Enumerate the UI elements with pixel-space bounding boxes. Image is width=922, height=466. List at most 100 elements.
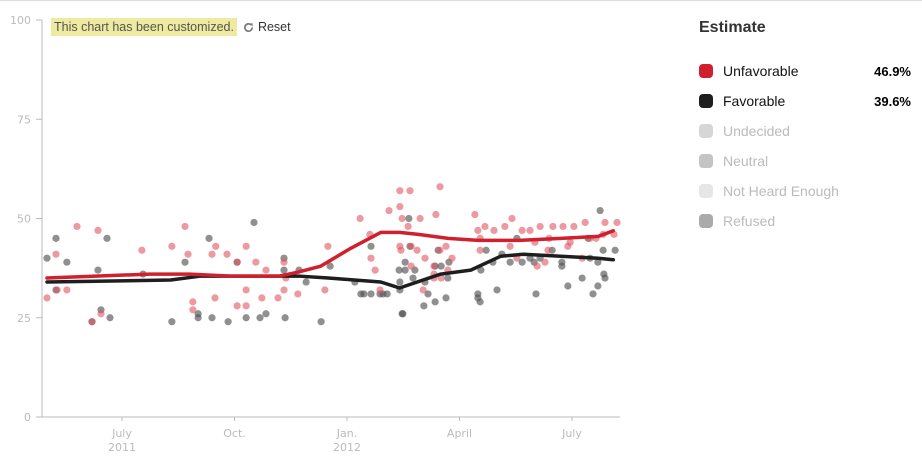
unfavorable-poll-point[interactable] [211, 294, 219, 302]
favorable-poll-point[interactable] [558, 258, 566, 266]
unfavorable-poll-point[interactable] [63, 286, 71, 294]
unfavorable-poll-point[interactable] [432, 210, 440, 219]
unfavorable-poll-point[interactable] [570, 222, 578, 231]
favorable-poll-point[interactable] [437, 262, 445, 270]
favorable-poll-point[interactable] [205, 234, 213, 242]
unfavorable-poll-point[interactable] [97, 310, 105, 318]
favorable-poll-point[interactable] [442, 294, 450, 302]
unfavorable-poll-point[interactable] [262, 266, 270, 274]
favorable-poll-point[interactable] [262, 310, 270, 318]
unfavorable-poll-point[interactable] [430, 262, 438, 270]
unfavorable-poll-point[interactable] [189, 306, 197, 314]
favorable-poll-point[interactable] [250, 218, 258, 227]
unfavorable-poll-point[interactable] [436, 183, 444, 191]
unfavorable-poll-point[interactable] [407, 242, 415, 250]
unfavorable-poll-point[interactable] [274, 294, 282, 302]
unfavorable-poll-point[interactable] [52, 250, 60, 258]
favorable-poll-point[interactable] [94, 266, 102, 274]
favorable-poll-point[interactable] [431, 298, 439, 306]
favorable-poll-point[interactable] [194, 310, 202, 318]
unfavorable-poll-point[interactable] [43, 294, 51, 302]
unfavorable-poll-point[interactable] [398, 214, 406, 223]
unfavorable-poll-point[interactable] [396, 202, 404, 211]
favorable-poll-point[interactable] [103, 234, 111, 242]
unfavorable-poll-point[interactable] [536, 222, 544, 231]
favorable-poll-point[interactable] [594, 258, 602, 266]
favorable-poll-point[interactable] [224, 318, 232, 326]
unfavorable-poll-point[interactable] [138, 246, 146, 254]
favorable-poll-point[interactable] [477, 266, 485, 274]
unfavorable-poll-point[interactable] [416, 214, 424, 223]
favorable-poll-point[interactable] [401, 258, 409, 266]
favorable-poll-point[interactable] [532, 290, 540, 298]
favorable-poll-point[interactable] [181, 258, 189, 266]
legend-item-undecided[interactable]: Undecided [699, 116, 911, 146]
unfavorable-poll-point[interactable] [242, 242, 250, 250]
unfavorable-poll-point[interactable] [294, 290, 302, 298]
favorable-poll-point[interactable] [599, 246, 607, 254]
favorable-poll-point[interactable] [444, 274, 452, 282]
unfavorable-poll-point[interactable] [508, 214, 516, 223]
favorable-poll-point[interactable] [396, 278, 404, 286]
unfavorable-poll-point[interactable] [566, 238, 574, 246]
unfavorable-poll-point[interactable] [242, 302, 250, 310]
favorable-poll-point[interactable] [395, 266, 403, 274]
favorable-poll-point[interactable] [256, 314, 264, 322]
favorable-poll-point[interactable] [506, 258, 514, 266]
unfavorable-poll-point[interactable] [533, 262, 541, 270]
favorable-poll-point[interactable] [420, 302, 428, 310]
unfavorable-poll-point[interactable] [385, 206, 393, 215]
unfavorable-poll-point[interactable] [53, 286, 61, 294]
favorable-poll-point[interactable] [281, 314, 289, 322]
favorable-poll-point[interactable] [409, 274, 417, 282]
unfavorable-poll-point[interactable] [321, 286, 329, 294]
unfavorable-poll-point[interactable] [168, 242, 176, 250]
unfavorable-poll-point[interactable] [356, 214, 364, 223]
unfavorable-poll-point[interactable] [476, 246, 484, 254]
unfavorable-poll-point[interactable] [549, 222, 557, 231]
favorable-poll-point[interactable] [424, 290, 432, 298]
unfavorable-poll-point[interactable] [559, 222, 567, 231]
unfavorable-poll-point[interactable] [490, 226, 498, 235]
favorable-poll-point[interactable] [302, 278, 310, 286]
unfavorable-poll-point[interactable] [189, 298, 197, 306]
unfavorable-poll-point[interactable] [324, 242, 332, 250]
legend-item-refused[interactable]: Refused [699, 206, 911, 236]
favorable-poll-point[interactable] [594, 282, 602, 290]
unfavorable-poll-point[interactable] [436, 246, 444, 254]
legend-item-favorable[interactable]: Favorable 39.6% [699, 86, 911, 116]
favorable-poll-point[interactable] [476, 298, 484, 306]
unfavorable-poll-point[interactable] [474, 226, 482, 235]
favorable-poll-point[interactable] [326, 262, 334, 270]
unfavorable-poll-point[interactable] [526, 226, 534, 235]
unfavorable-poll-point[interactable] [280, 286, 288, 294]
favorable-poll-point[interactable] [601, 274, 609, 282]
unfavorable-poll-point[interactable] [233, 302, 241, 310]
unfavorable-poll-point[interactable] [404, 222, 412, 231]
unfavorable-poll-point[interactable] [397, 246, 405, 254]
favorable-poll-point[interactable] [399, 310, 407, 318]
favorable-poll-point[interactable] [493, 286, 501, 294]
unfavorable-poll-point[interactable] [421, 254, 429, 262]
favorable-poll-point[interactable] [401, 266, 409, 274]
favorable-poll-point[interactable] [317, 318, 325, 326]
legend-item-not-heard-enough[interactable]: Not Heard Enough [699, 176, 911, 206]
unfavorable-poll-point[interactable] [242, 286, 250, 294]
unfavorable-poll-point[interactable] [181, 222, 189, 231]
unfavorable-poll-point[interactable] [184, 250, 192, 258]
unfavorable-poll-point[interactable] [448, 254, 456, 262]
favorable-poll-point[interactable] [589, 290, 597, 298]
unfavorable-poll-point[interactable] [601, 218, 609, 227]
unfavorable-poll-point[interactable] [406, 187, 414, 195]
legend-item-neutral[interactable]: Neutral [699, 146, 911, 176]
favorable-poll-point[interactable] [106, 314, 114, 322]
favorable-poll-point[interactable] [596, 206, 604, 215]
unfavorable-poll-point[interactable] [541, 258, 549, 266]
favorable-poll-point[interactable] [611, 246, 619, 254]
favorable-poll-point[interactable] [280, 266, 288, 274]
favorable-poll-point[interactable] [43, 254, 51, 262]
unfavorable-poll-point[interactable] [419, 286, 427, 294]
unfavorable-poll-point[interactable] [518, 226, 526, 235]
favorable-poll-point[interactable] [367, 242, 375, 250]
unfavorable-poll-point[interactable] [233, 258, 241, 266]
